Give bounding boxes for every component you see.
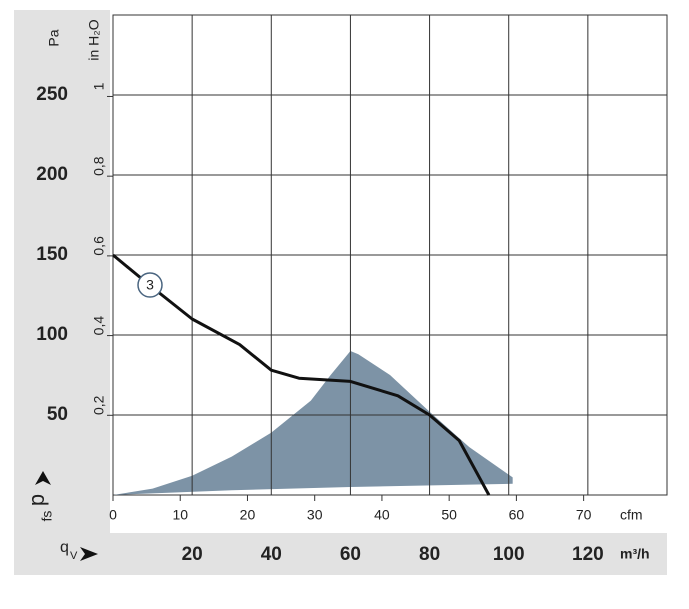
x-unit: m³/h: [620, 546, 650, 562]
y-label-sub: fs: [39, 511, 55, 522]
y-tick-label: 250: [36, 84, 68, 105]
x2-tick-label: 40: [374, 507, 390, 523]
x2-unit: cfm: [620, 507, 643, 523]
x2-tick-label: 70: [576, 507, 592, 523]
y-tick-label: 100: [36, 324, 68, 345]
y2-unit: in H₂O: [86, 19, 102, 60]
x-arrow: [80, 547, 98, 561]
x-tick-label: 100: [493, 544, 525, 565]
y2-tick-label: 0,2: [91, 395, 107, 415]
y2-tick-label: 1: [91, 82, 107, 90]
plot: [112, 15, 667, 496]
x2-tick-label: 60: [509, 507, 525, 523]
x-tick-label: 120: [572, 544, 604, 565]
left-band: [14, 10, 110, 575]
y2-tick-label: 0,8: [91, 156, 107, 176]
y-label: p: [24, 494, 49, 506]
x-tick-label: 60: [340, 544, 361, 565]
y-tick-label: 50: [47, 404, 68, 425]
y-unit: Pa: [46, 29, 62, 46]
x-label-sub: V: [70, 550, 78, 562]
x-label: q: [60, 539, 69, 556]
y-tick-label: 200: [36, 164, 68, 185]
fan-curve: [112, 253, 491, 496]
y-tick-label: 150: [36, 244, 68, 265]
x-tick-label: 20: [182, 544, 203, 565]
y-arrow: [35, 471, 51, 485]
x-tick-label: 80: [419, 544, 440, 565]
x2-tick-label: 10: [172, 507, 188, 523]
x2-tick-label: 0: [109, 507, 117, 523]
x2-tick-label: 30: [307, 507, 323, 523]
y2-tick-label: 0,4: [91, 316, 107, 336]
y2-tick-label: 0,6: [91, 236, 107, 256]
x2-tick-label: 20: [240, 507, 256, 523]
x-tick-label: 40: [261, 544, 282, 565]
operating-area: [113, 351, 513, 495]
x2-tick-label: 50: [441, 507, 457, 523]
annotation-circle: [137, 272, 163, 298]
bottom-band: [14, 533, 667, 575]
annotation: 3: [146, 277, 154, 293]
